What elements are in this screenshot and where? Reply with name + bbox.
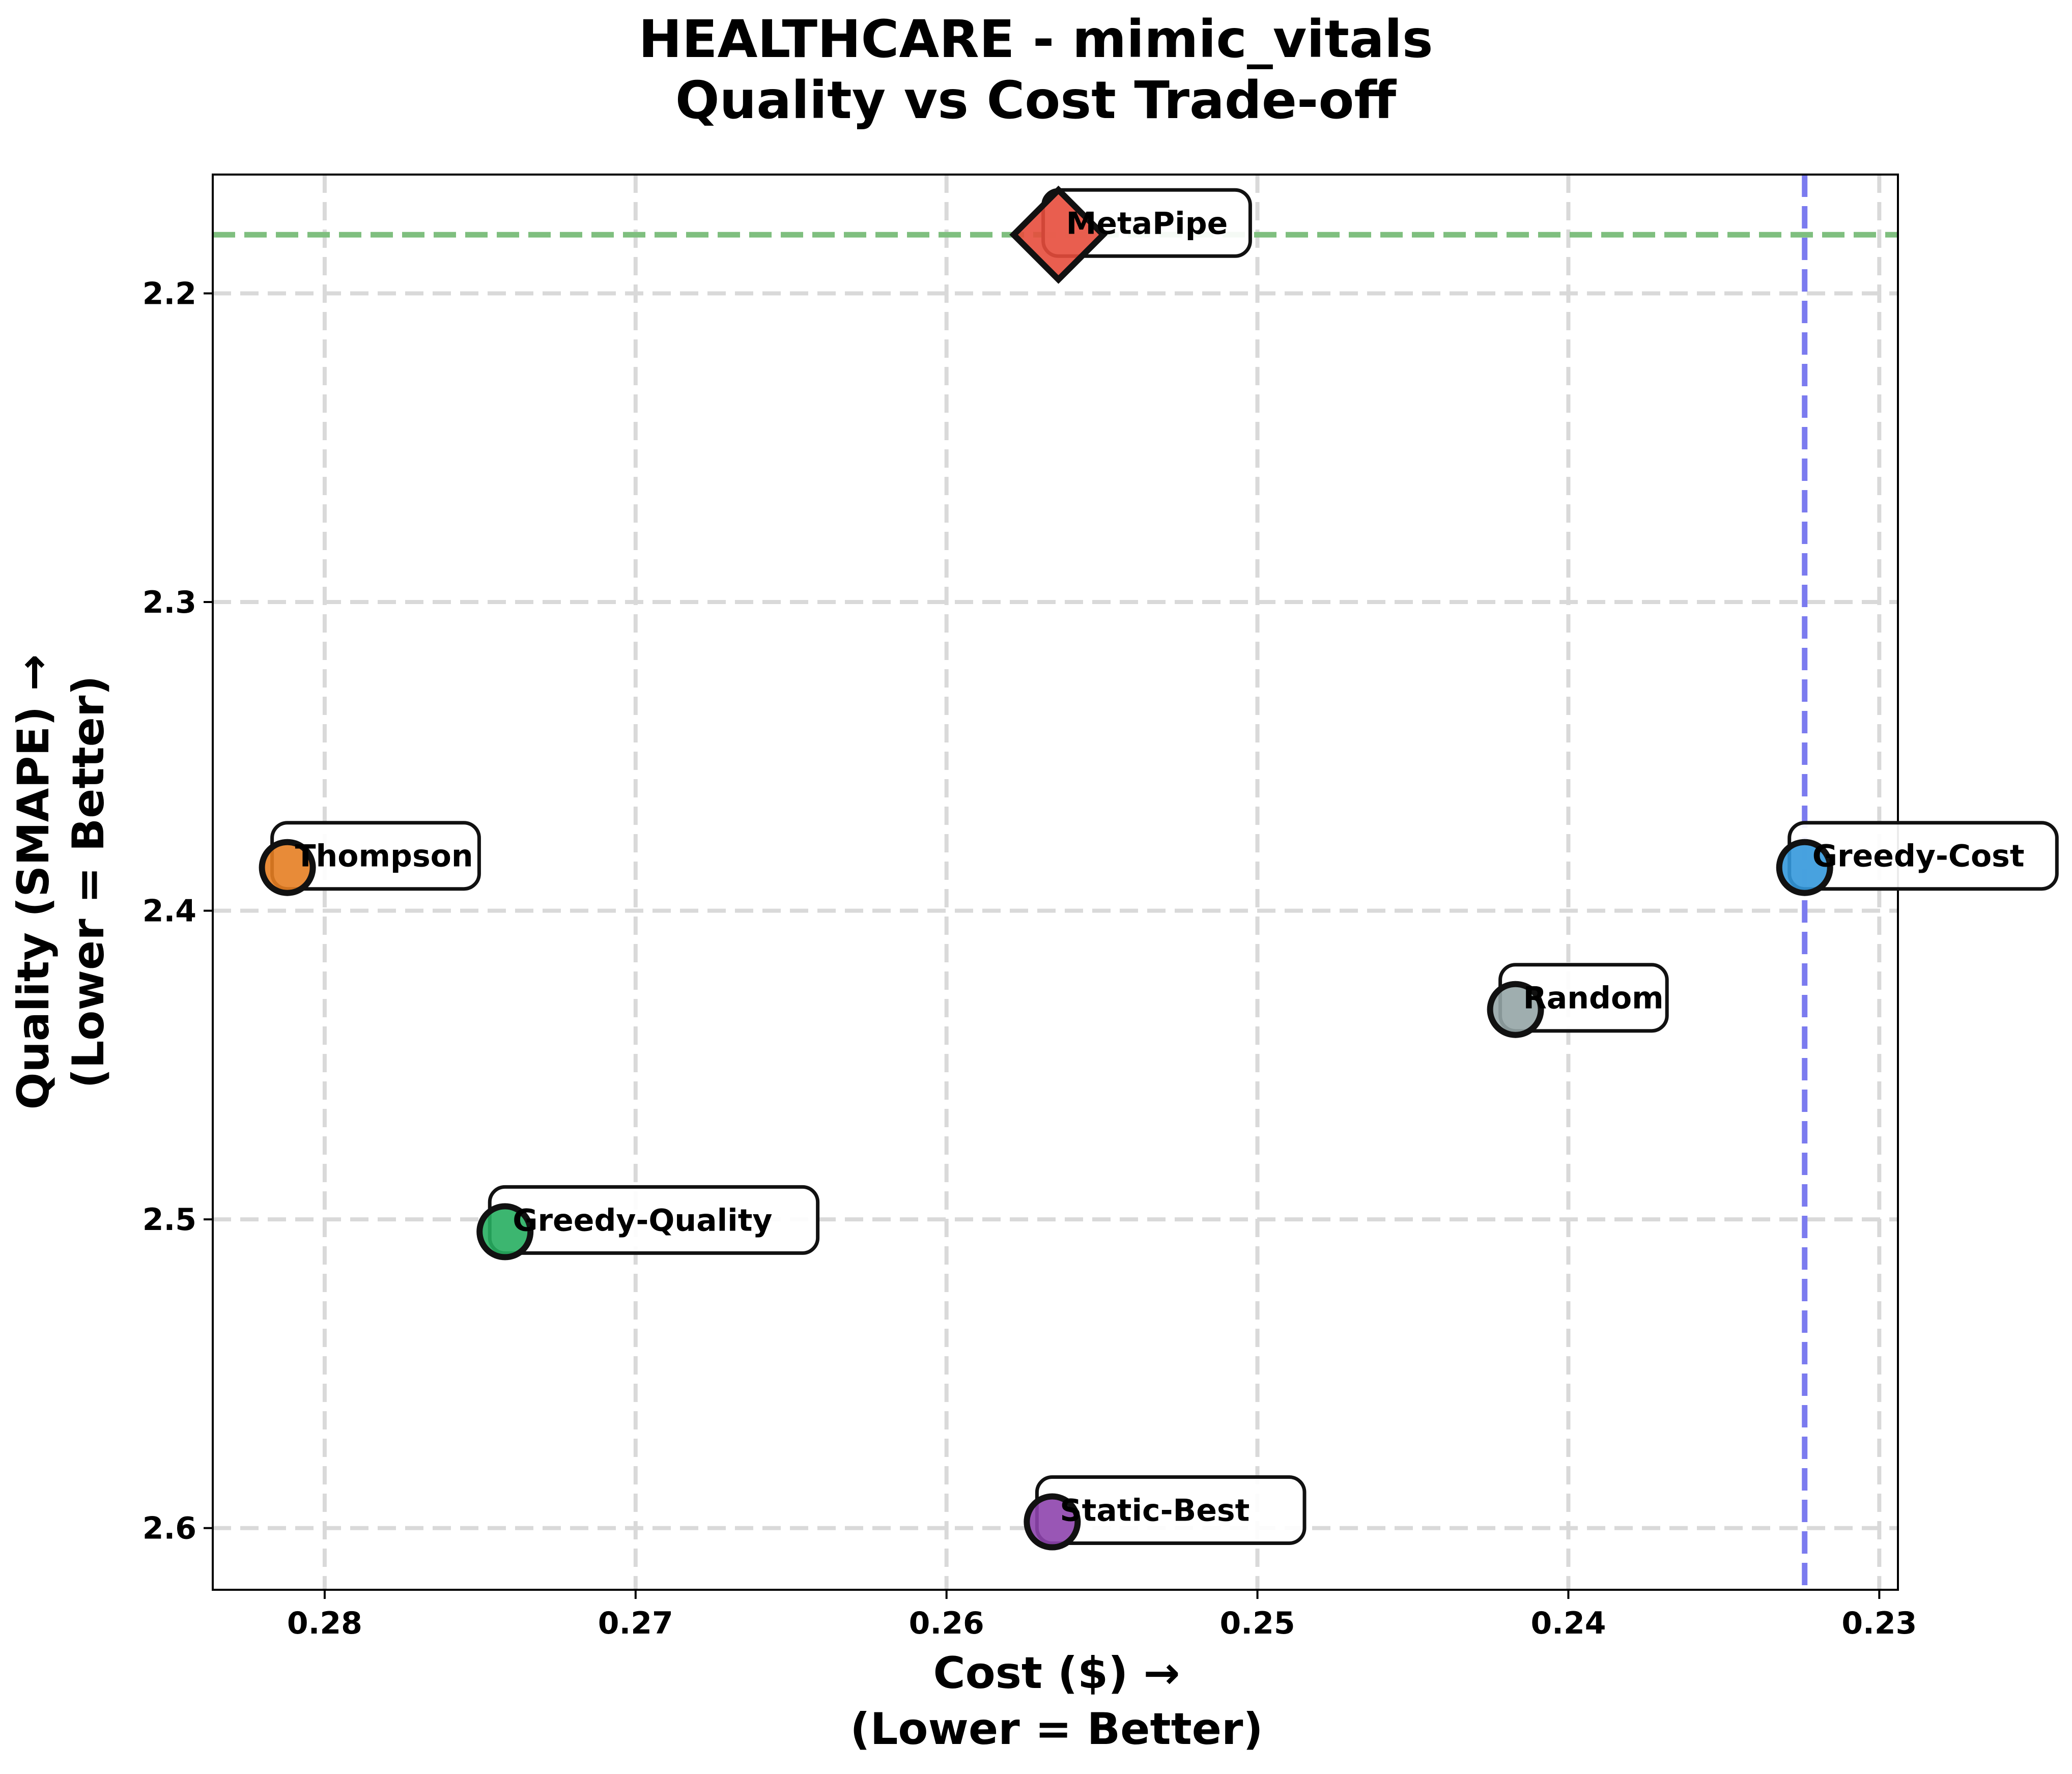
point-group-greedy-quality: Greedy-Quality xyxy=(476,1185,820,1261)
point-label-greedy-cost: Greedy-Cost xyxy=(1812,839,2025,874)
point-label-static-best: Static-Best xyxy=(1060,1493,1250,1529)
y-tick-label: 2.2 xyxy=(143,276,196,312)
point-label-random: Random xyxy=(1523,981,1664,1016)
point-group-metapipe: MetaPipe xyxy=(1009,185,1252,284)
point-marker-random xyxy=(1487,981,1544,1038)
point-group-random: Random xyxy=(1487,963,1669,1038)
point-marker-greedy-quality xyxy=(476,1203,534,1261)
point-label-greedy-quality: Greedy-Quality xyxy=(513,1203,772,1238)
x-tick-label: 0.28 xyxy=(287,1606,362,1641)
x-tick-label: 0.27 xyxy=(598,1606,673,1641)
point-marker-static-best xyxy=(1024,1493,1081,1551)
point-group-greedy-cost: Greedy-Cost xyxy=(1776,821,2059,896)
y-axis-label-line-2: (Lower = Better) xyxy=(63,675,114,1088)
x-tick-label: 0.25 xyxy=(1220,1606,1295,1641)
chart-title-line-2: Quality vs Cost Trade-off xyxy=(675,70,1397,131)
point-marker-thompson xyxy=(259,839,316,896)
y-tick-label: 2.6 xyxy=(143,1511,196,1547)
x-axis-label-line-2: (Lower = Better) xyxy=(850,1704,1263,1755)
point-marker-greedy-cost xyxy=(1776,839,1833,896)
data-points: MetaPipe Thompson Greedy-Cost Random Greedy-… xyxy=(259,185,2059,1551)
point-group-static-best: Static-Best xyxy=(1024,1475,1307,1551)
point-label-metapipe: MetaPipe xyxy=(1066,206,1228,241)
y-axis-label-line-1: Quality (SMAPE) → xyxy=(8,654,59,1110)
x-tick-label: 0.26 xyxy=(909,1606,984,1641)
y-tick-label: 2.3 xyxy=(143,585,196,620)
x-tick-label: 0.23 xyxy=(1841,1606,1917,1641)
x-axis-label-line-1: Cost ($) → xyxy=(933,1648,1180,1699)
y-axis-label-group: Quality (SMAPE) → (Lower = Better) xyxy=(8,654,114,1110)
chart-title-line-1: HEALTHCARE - mimic_vitals xyxy=(638,9,1433,70)
grid-lines xyxy=(213,175,1898,1590)
x-tick-label: 0.24 xyxy=(1530,1606,1606,1641)
point-group-thompson: Thompson xyxy=(259,821,481,896)
y-tick-label: 2.5 xyxy=(143,1202,196,1238)
point-marker-metapipe xyxy=(1009,185,1108,284)
axis-ticks: 0.28 0.27 0.26 0.25 0.24 0.23 2.2 2.3 2.4 2.5 2.6 xyxy=(143,276,1917,1641)
y-tick-label: 2.4 xyxy=(143,894,196,929)
point-label-thompson: Thompson xyxy=(295,839,473,874)
